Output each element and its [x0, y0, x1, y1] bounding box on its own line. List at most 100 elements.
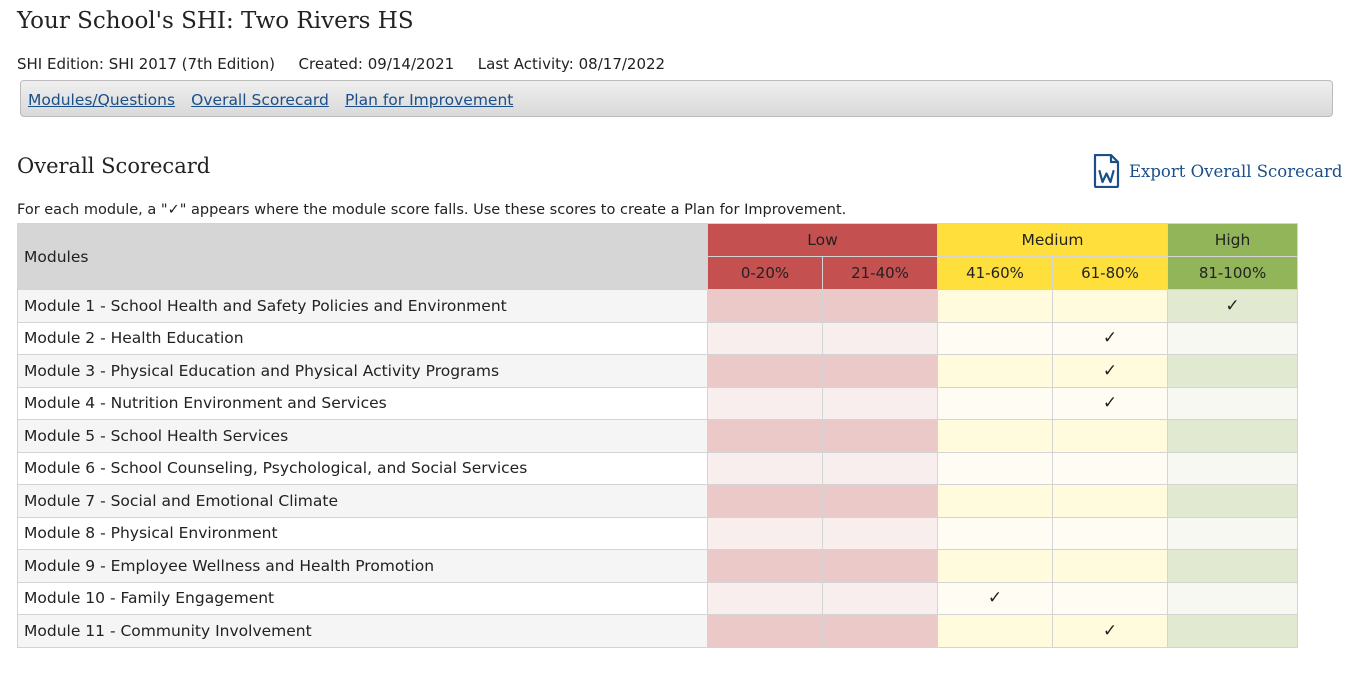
score-cell	[1167, 484, 1299, 518]
nav-link-overall-scorecard[interactable]: Overall Scorecard	[191, 91, 329, 109]
score-cell: ✓	[1051, 321, 1169, 355]
score-cell	[707, 581, 823, 615]
score-cell: ✓	[937, 581, 1053, 615]
range-header-81-100: 81-100%	[1167, 256, 1299, 290]
score-cell	[822, 614, 938, 648]
score-cell	[822, 451, 938, 485]
nav-link-modules-questions[interactable]: Modules/Questions	[28, 91, 176, 109]
range-header-0-20: 0-20%	[707, 256, 823, 290]
score-cell	[937, 451, 1053, 485]
score-cell	[1051, 516, 1169, 550]
table-row: Module 5 - School Health Services	[17, 419, 1299, 453]
score-cell	[937, 386, 1053, 420]
table-row: Module 10 - Family Engagement ✓	[17, 581, 1299, 615]
table-row: Module 11 - Community Involvement ✓	[17, 614, 1299, 648]
score-cell	[1167, 581, 1299, 615]
module-name: Module 11 - Community Involvement	[17, 614, 708, 648]
score-cell	[937, 614, 1053, 648]
word-document-icon	[1093, 154, 1120, 188]
score-cell	[707, 484, 823, 518]
score-cell: ✓	[1167, 289, 1299, 323]
scorecard-instructions: For each module, a "✓" appears where the…	[17, 202, 847, 218]
score-cell	[822, 419, 938, 453]
score-cell	[937, 354, 1053, 388]
check-mark-icon: ✓	[1102, 360, 1118, 381]
score-cell	[707, 321, 823, 355]
scorecard-rows: Module 1 - School Health and Safety Poli…	[17, 289, 1299, 648]
score-cell	[822, 289, 938, 323]
medium-group-header: Medium	[936, 223, 1169, 257]
score-cell	[1167, 614, 1299, 648]
score-cell	[822, 581, 938, 615]
module-name: Module 10 - Family Engagement	[17, 581, 708, 615]
score-cell	[822, 549, 938, 583]
shi-metadata: SHI Edition: SHI 2017 (7th Edition) Crea…	[17, 55, 665, 73]
table-row: Module 8 - Physical Environment	[17, 516, 1299, 550]
range-header-21-40: 21-40%	[822, 256, 938, 290]
score-cell: ✓	[1051, 614, 1169, 648]
module-name: Module 1 - School Health and Safety Poli…	[17, 289, 708, 323]
score-cell	[707, 289, 823, 323]
table-row: Module 6 - School Counseling, Psychologi…	[17, 451, 1299, 485]
table-row: Module 7 - Social and Emotional Climate	[17, 484, 1299, 518]
table-row: Module 2 - Health Education ✓	[17, 321, 1299, 355]
score-cell	[707, 516, 823, 550]
score-cell	[1167, 386, 1299, 420]
module-name: Module 2 - Health Education	[17, 321, 708, 355]
table-row: Module 3 - Physical Education and Physic…	[17, 354, 1299, 388]
score-cell	[822, 354, 938, 388]
low-group-header: Low	[707, 223, 938, 257]
export-label: Export Overall Scorecard	[1129, 161, 1343, 181]
score-cell	[1167, 321, 1299, 355]
check-mark-icon: ✓	[987, 588, 1003, 609]
table-row: Module 4 - Nutrition Environment and Ser…	[17, 386, 1299, 420]
overall-scorecard-table: Modules Low Medium High 0-20% 21-40% 41-…	[17, 223, 1299, 648]
score-cell	[707, 386, 823, 420]
score-cell	[1051, 581, 1169, 615]
created-value: 09/14/2021	[367, 55, 455, 73]
score-cell	[1167, 549, 1299, 583]
high-group-header: High	[1167, 223, 1299, 257]
table-row: Module 1 - School Health and Safety Poli…	[17, 289, 1299, 323]
created-label: Created:	[298, 55, 363, 73]
edition-value: SHI 2017 (7th Edition)	[108, 55, 275, 73]
module-name: Module 8 - Physical Environment	[17, 516, 708, 550]
module-name: Module 6 - School Counseling, Psychologi…	[17, 451, 708, 485]
check-mark-icon: ✓	[1225, 295, 1240, 316]
score-cell	[937, 484, 1053, 518]
score-cell	[707, 451, 823, 485]
score-cell: ✓	[1051, 354, 1169, 388]
module-name: Module 7 - Social and Emotional Climate	[17, 484, 708, 518]
modules-column-header: Modules	[17, 223, 708, 290]
last-activity-label: Last Activity:	[477, 55, 574, 73]
page-title: Your School's SHI: Two Rivers HS	[17, 8, 414, 34]
score-cell	[822, 386, 938, 420]
check-mark-icon: ✓	[1102, 328, 1118, 349]
module-name: Module 4 - Nutrition Environment and Ser…	[17, 386, 708, 420]
score-cell	[707, 549, 823, 583]
score-cell	[1051, 549, 1169, 583]
range-header-41-60: 41-60%	[937, 256, 1053, 290]
module-name: Module 5 - School Health Services	[17, 419, 708, 453]
score-cell	[707, 614, 823, 648]
score-cell	[1167, 451, 1299, 485]
score-cell	[1167, 516, 1299, 550]
score-cell	[822, 516, 938, 550]
score-cell	[1051, 484, 1169, 518]
check-mark-icon: ✓	[1102, 393, 1118, 414]
nav-link-plan-for-improvement[interactable]: Plan for Improvement	[344, 91, 514, 109]
score-cell	[707, 354, 823, 388]
export-overall-scorecard-link[interactable]: Export Overall Scorecard	[1093, 153, 1342, 189]
nav-bar: Modules/Questions Overall Scorecard Plan…	[20, 80, 1333, 117]
score-cell	[1167, 419, 1299, 453]
module-name: Module 3 - Physical Education and Physic…	[17, 354, 708, 388]
score-cell	[1051, 289, 1169, 323]
score-cell	[707, 419, 823, 453]
score-cell	[822, 321, 938, 355]
score-cell	[937, 321, 1053, 355]
last-activity-value: 08/17/2022	[578, 55, 666, 73]
score-cell	[937, 289, 1053, 323]
score-cell	[822, 484, 938, 518]
edition-label: SHI Edition:	[17, 55, 104, 73]
score-cell	[1051, 419, 1169, 453]
